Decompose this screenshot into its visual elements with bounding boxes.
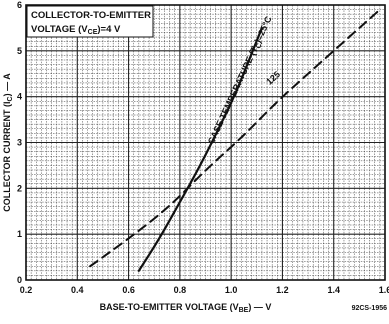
y-tick-label: 4 bbox=[17, 92, 22, 102]
x-tick-label: 0.6 bbox=[122, 285, 135, 295]
x-tick-label: 0.4 bbox=[71, 285, 84, 295]
x-axis-label-end: ) — V bbox=[248, 302, 271, 312]
x-tick-label: 1.4 bbox=[327, 285, 340, 295]
x-tick-labels: 0.2 0.4 0.6 0.8 1.0 1.2 1.4 1.6 bbox=[20, 285, 389, 295]
y-tick-label: 2 bbox=[17, 183, 22, 193]
x-axis-label-sub: BE bbox=[239, 307, 249, 314]
note-line2: VOLTAGE (VCE)=4 V bbox=[31, 24, 121, 36]
x-tick-label: 1.0 bbox=[225, 285, 238, 295]
series-label-0-sub: C bbox=[255, 42, 263, 50]
x-tick-label: 1.6 bbox=[379, 285, 389, 295]
y-tick-label: 1 bbox=[17, 229, 22, 239]
note-line2-sub: CE bbox=[88, 29, 98, 36]
note-line2-end: )=4 V bbox=[97, 24, 121, 35]
y-tick-label: 0 bbox=[17, 275, 22, 285]
y-axis-label-sub: C bbox=[7, 96, 14, 101]
x-tick-label: 0.2 bbox=[20, 285, 33, 295]
y-tick-label: 3 bbox=[17, 138, 22, 148]
plot-frame bbox=[25, 4, 386, 281]
note-line2-main: VOLTAGE (V bbox=[31, 24, 88, 35]
x-tick-label: 0.8 bbox=[174, 285, 187, 295]
y-axis-label-end: ) — A bbox=[2, 73, 12, 97]
x-tick-label: 1.2 bbox=[276, 285, 289, 295]
x-axis-label-main: BASE-TO-EMITTER VOLTAGE (V bbox=[100, 302, 239, 312]
y-tick-label: 6 bbox=[17, 0, 22, 10]
figure-code: 92CS-1956 bbox=[352, 305, 388, 312]
y-tick-label: 5 bbox=[17, 46, 22, 56]
series-group bbox=[89, 8, 381, 272]
y-axis-label: COLLECTOR CURRENT (IC) — A bbox=[2, 73, 14, 212]
y-tick-labels: 0 1 2 3 4 5 6 bbox=[17, 0, 22, 285]
series-line-25c bbox=[137, 26, 264, 272]
note-line1: COLLECTOR-TO-EMITTER bbox=[31, 10, 151, 21]
y-axis-label-main: COLLECTOR CURRENT (I bbox=[2, 101, 12, 211]
x-axis-label: BASE-TO-EMITTER VOLTAGE (VBE) — V bbox=[100, 302, 272, 314]
series-line-125 bbox=[89, 8, 381, 268]
note-box bbox=[26, 5, 154, 38]
